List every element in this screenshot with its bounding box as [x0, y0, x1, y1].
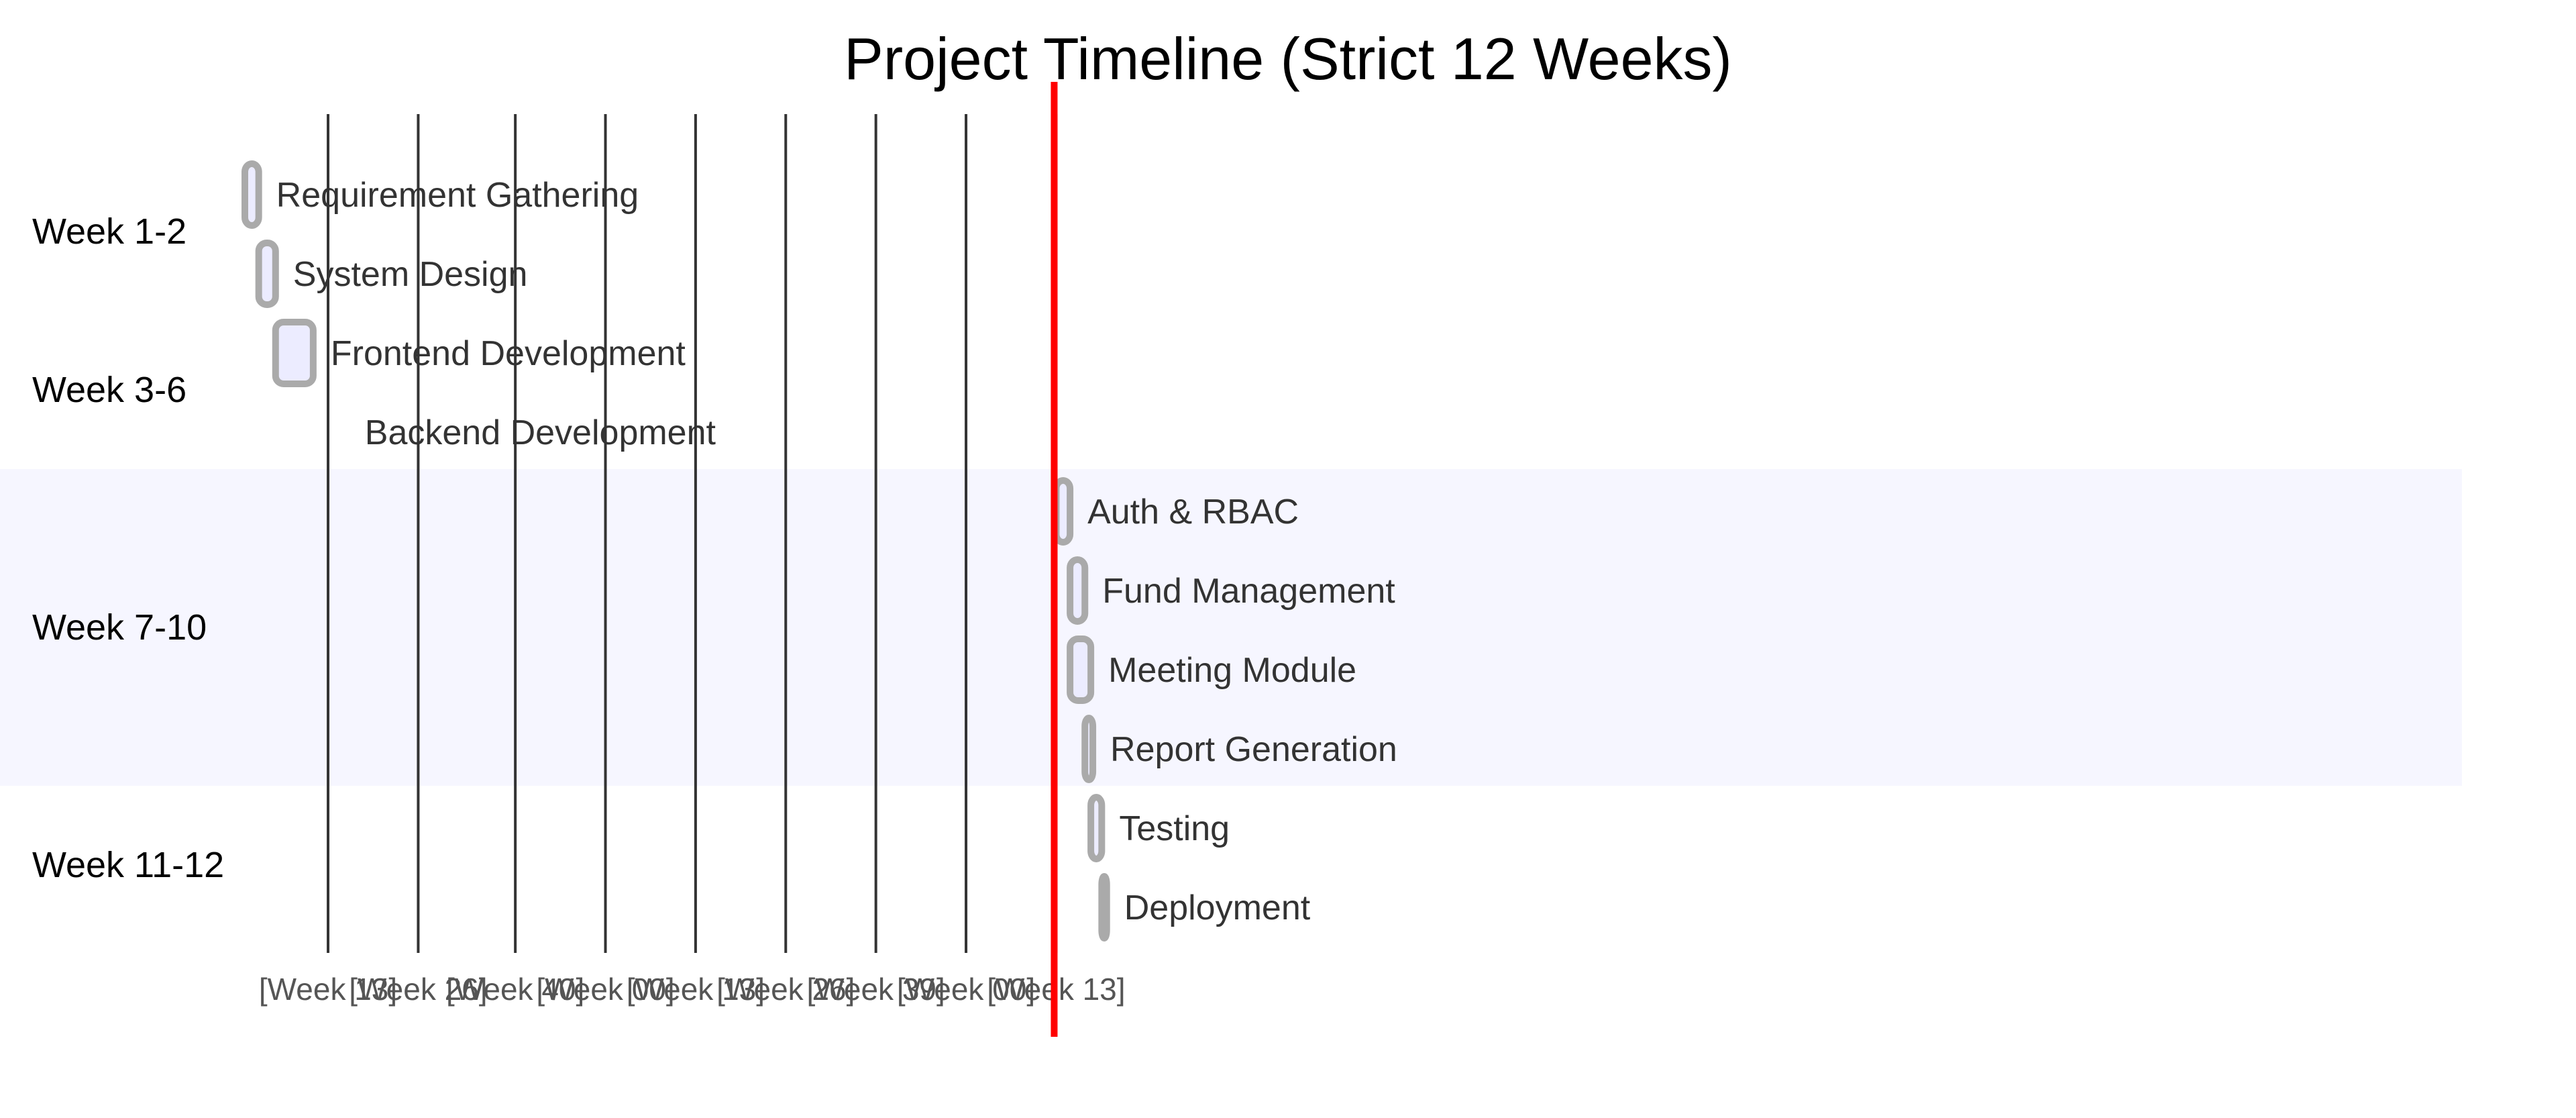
task-bar — [241, 160, 262, 229]
task-label: Fund Management — [1102, 572, 1395, 611]
section-band — [0, 469, 2462, 786]
task-bar — [272, 319, 317, 387]
task-bar — [255, 240, 279, 308]
axis-tick-label: [Week 39] — [807, 972, 945, 1007]
task-label: Report Generation — [1110, 730, 1397, 769]
task-label: System Design — [293, 255, 528, 294]
task-bar — [1087, 794, 1106, 862]
axis-tick-label: [Week 13] — [259, 972, 397, 1007]
task-label: Meeting Module — [1108, 651, 1356, 690]
task-bar — [1067, 636, 1095, 704]
section-label: Week 1-2 — [32, 211, 186, 252]
section-label: Week 7-10 — [32, 607, 207, 648]
axis-tick-label: [Week 13] — [627, 972, 765, 1007]
section-labels: Week 1-2 Week 3-6 Week 7-10 Week 11-12 — [32, 211, 224, 885]
task-bar — [1067, 556, 1089, 625]
task-bar — [1053, 477, 1074, 546]
axis-tick-label: [Week 40] — [446, 972, 584, 1007]
task-bar — [1081, 715, 1097, 783]
task-label: Backend Development — [365, 413, 716, 452]
axis-tick-label: [Week 00] — [897, 972, 1035, 1007]
axis-tick-labels: [Week 13][Week 26][Week 40][Week 00][Wee… — [259, 972, 1126, 1007]
task-labels: Requirement Gathering System Design Fronte… — [276, 176, 1397, 927]
section-label: Week 11-12 — [32, 845, 224, 885]
section-bands — [0, 469, 2462, 786]
axis-tick-label: [Week 26] — [716, 972, 855, 1007]
chart-title: Project Timeline (Strict 12 Weeks) — [844, 26, 1732, 92]
task-bar — [1098, 873, 1110, 942]
axis-tick-label: [Week 26] — [349, 972, 487, 1007]
section-label: Week 3-6 — [32, 370, 186, 410]
task-label: Requirement Gathering — [276, 176, 639, 215]
task-label: Testing — [1119, 809, 1230, 848]
task-label: Auth & RBAC — [1087, 493, 1299, 531]
task-label: Deployment — [1124, 888, 1311, 927]
axis-tick-label: [Week 00] — [536, 972, 674, 1007]
task-label: Frontend Development — [331, 334, 686, 373]
